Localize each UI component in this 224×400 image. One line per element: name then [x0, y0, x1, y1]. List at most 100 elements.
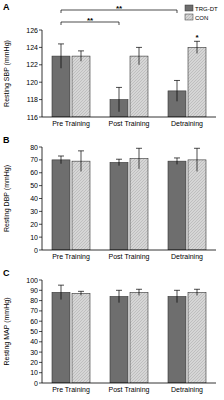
legend-label: CON: [195, 15, 208, 21]
y-axis: [42, 147, 43, 250]
y-tick-label: 116: [27, 114, 38, 121]
y-tick: [39, 185, 42, 186]
bar: [168, 161, 186, 250]
y-tick: [39, 224, 42, 225]
y-tick-label: 10: [30, 234, 38, 241]
legend-swatch: [185, 5, 193, 11]
x-axis: [42, 250, 216, 251]
y-tick: [39, 280, 42, 281]
y-tick: [39, 117, 42, 118]
x-tick-label: Post Training: [109, 120, 150, 128]
y-tick: [39, 250, 42, 251]
bar: [168, 296, 186, 383]
significance-label: **: [87, 16, 94, 25]
y-tick-label: 80: [30, 297, 38, 304]
legend-label: TRG-DT: [195, 6, 218, 12]
error-bar: [136, 289, 142, 295]
panel-label: A: [3, 2, 10, 12]
error-bar: [78, 51, 84, 61]
error-bar: [136, 47, 142, 64]
y-tick-label: 90: [30, 287, 38, 294]
legend: TRG-DT CON: [185, 5, 218, 21]
x-tick-label: Detraining: [171, 120, 203, 128]
y-tick: [39, 172, 42, 173]
y-tick: [39, 82, 42, 83]
panel-label: B: [3, 135, 10, 145]
background: [0, 0, 224, 400]
x-axis: [42, 117, 216, 118]
y-tick-label: 122: [26, 61, 38, 68]
x-tick-label: Pre Training: [52, 120, 90, 128]
error-bar: [174, 80, 180, 101]
significance-label: **: [116, 4, 123, 13]
y-tick-label: 70: [30, 156, 38, 163]
x-tick-label: Detraining: [171, 253, 203, 261]
panel: AResting SBP (mmHg)116118120122124126Pre…: [3, 2, 218, 128]
x-tick-label: Pre Training: [52, 386, 90, 394]
panel: CResting MAP (mmHg)010203040506070809010…: [3, 268, 216, 394]
y-tick: [39, 47, 42, 48]
error-bar: [116, 87, 122, 111]
legend-swatch: [185, 14, 193, 20]
y-tick-label: 60: [30, 169, 38, 176]
marks: [52, 148, 206, 250]
y-tick: [39, 321, 42, 322]
error-bar: [116, 159, 122, 165]
y-tick: [39, 290, 42, 291]
y-tick: [39, 310, 42, 311]
y-tick: [39, 30, 42, 31]
error-bar: [116, 290, 122, 302]
error-bar: [174, 290, 180, 302]
bar: [130, 292, 148, 383]
error-bar: [78, 151, 84, 172]
y-tick: [39, 99, 42, 100]
y-tick-label: 20: [30, 359, 38, 366]
x-tick-label: Pre Training: [52, 253, 90, 261]
bar: [130, 159, 148, 250]
y-tick-label: 60: [30, 318, 38, 325]
error-bar: [136, 148, 142, 169]
bar: [72, 293, 90, 383]
marks: [52, 285, 206, 383]
y-tick-label: 0: [34, 380, 38, 387]
x-tick-label: Post Training: [109, 386, 150, 394]
error-bar: [194, 148, 200, 171]
error-bar: [174, 158, 180, 164]
error-bar: [58, 285, 64, 299]
y-axis: [42, 30, 43, 117]
marks: [52, 41, 206, 117]
y-tick-label: 50: [30, 182, 38, 189]
y-tick-label: 120: [26, 79, 38, 86]
y-tick: [39, 372, 42, 373]
panel: BResting DBP (mmHg)01020304050607080Pre …: [3, 135, 216, 261]
bar: [72, 56, 90, 117]
y-tick: [39, 237, 42, 238]
error-bar: [78, 291, 84, 295]
bar: [52, 160, 70, 250]
x-tick-label: Post Training: [109, 253, 150, 261]
error-bar: [194, 41, 200, 53]
y-axis-label: Resting SBP (mmHg): [3, 40, 11, 107]
y-tick-label: 118: [27, 96, 38, 103]
bar: [52, 292, 70, 383]
y-tick-label: 0: [34, 247, 38, 254]
y-tick-label: 70: [30, 307, 38, 314]
y-tick-label: 40: [30, 338, 38, 345]
x-tick-label: Detraining: [171, 386, 203, 394]
error-bar: [194, 289, 200, 295]
y-tick: [39, 211, 42, 212]
y-tick-label: 40: [30, 195, 38, 202]
y-tick: [39, 159, 42, 160]
y-tick: [39, 383, 42, 384]
panel-label: C: [3, 268, 10, 278]
y-tick: [39, 300, 42, 301]
bar: [110, 296, 128, 383]
bar: [188, 292, 206, 383]
y-tick: [39, 147, 42, 148]
bar: [188, 160, 206, 250]
figure: AResting SBP (mmHg)116118120122124126Pre…: [0, 0, 224, 400]
y-tick-label: 10: [30, 369, 38, 376]
y-tick: [39, 352, 42, 353]
y-tick-label: 124: [26, 44, 38, 51]
y-axis-label: Resting MAP (mmHg): [3, 298, 11, 366]
